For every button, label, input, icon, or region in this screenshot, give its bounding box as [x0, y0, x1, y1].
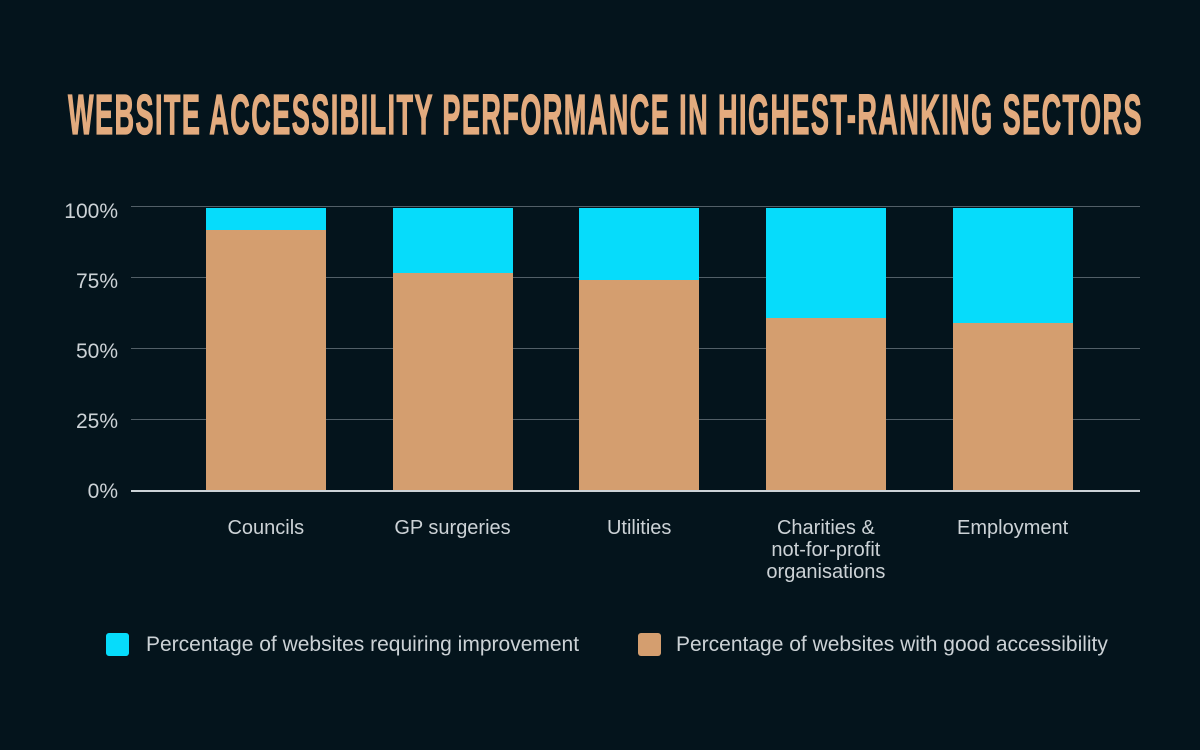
- svg-text:WEBSITE ACCESSIBILITY PERFORMA: WEBSITE ACCESSIBILITY PERFORMANCE IN HIG…: [68, 83, 1143, 147]
